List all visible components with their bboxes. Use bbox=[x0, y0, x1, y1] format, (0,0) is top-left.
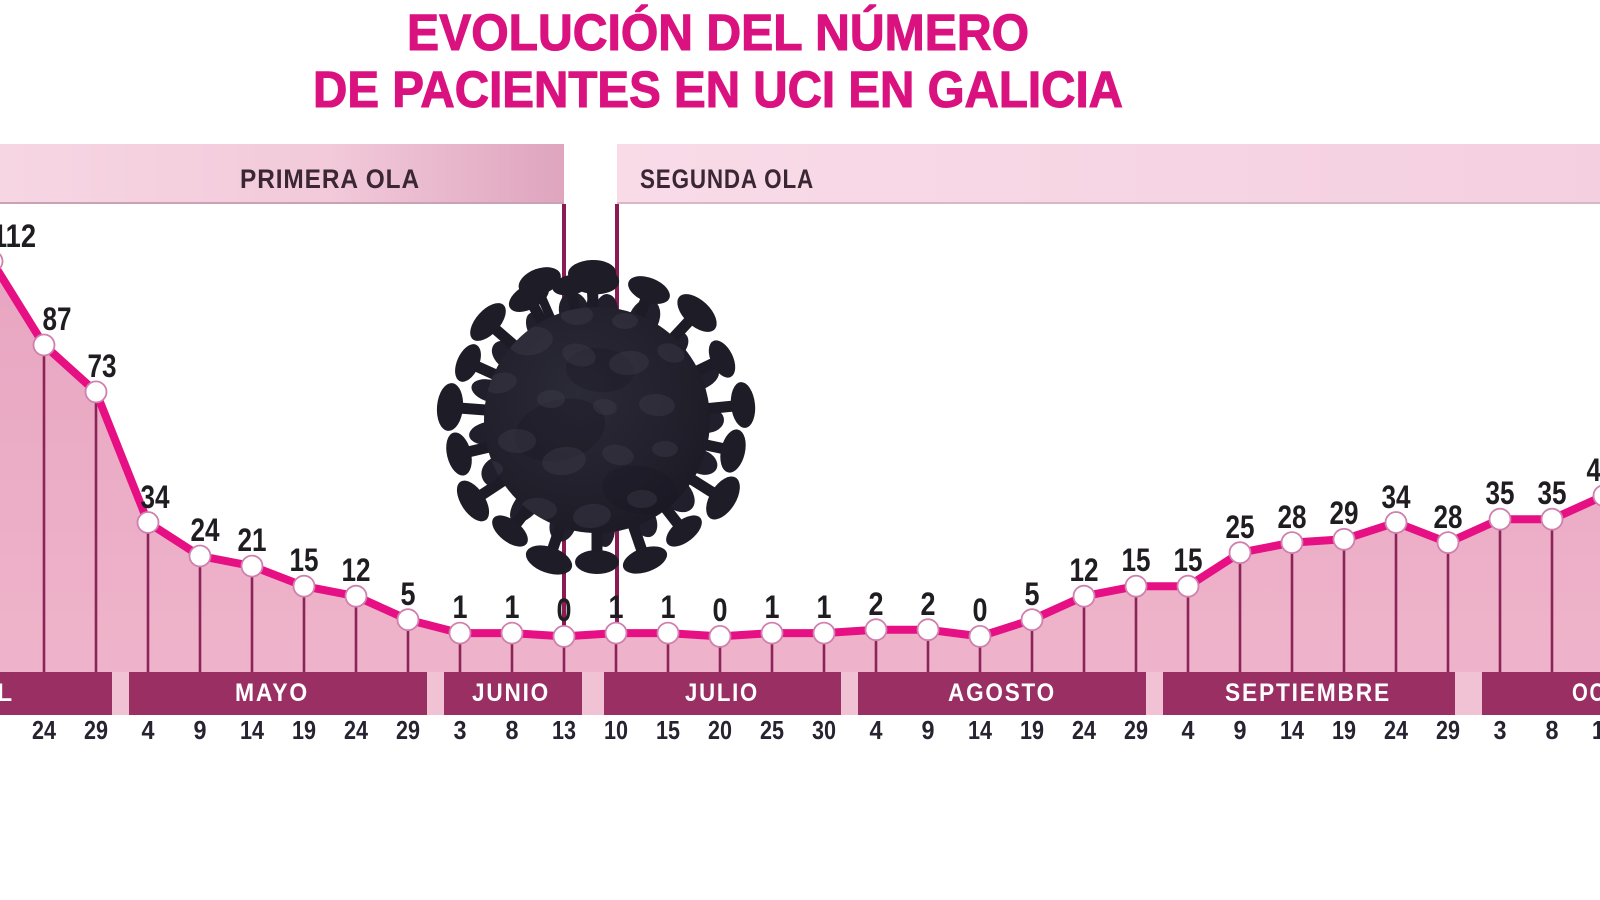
svg-text:AGOSTO: AGOSTO bbox=[948, 679, 1056, 707]
svg-text:9: 9 bbox=[194, 715, 207, 745]
svg-text:2: 2 bbox=[921, 586, 936, 622]
svg-text:4: 4 bbox=[142, 715, 155, 745]
svg-text:1: 1 bbox=[609, 589, 624, 625]
svg-text:20: 20 bbox=[708, 715, 732, 745]
svg-text:8: 8 bbox=[1546, 715, 1559, 745]
svg-text:12: 12 bbox=[1070, 552, 1099, 588]
svg-text:3: 3 bbox=[1494, 715, 1507, 745]
svg-text:5: 5 bbox=[401, 576, 416, 612]
svg-text:15: 15 bbox=[656, 715, 680, 745]
svg-text:14: 14 bbox=[240, 715, 264, 745]
svg-text:24: 24 bbox=[344, 715, 368, 745]
svg-text:30: 30 bbox=[812, 715, 836, 745]
svg-text:19: 19 bbox=[1020, 715, 1044, 745]
svg-text:19: 19 bbox=[292, 715, 316, 745]
svg-text:24: 24 bbox=[191, 512, 220, 548]
svg-text:19: 19 bbox=[1332, 715, 1356, 745]
svg-text:1: 1 bbox=[817, 589, 832, 625]
svg-text:35: 35 bbox=[1538, 475, 1567, 511]
svg-text:34: 34 bbox=[1382, 479, 1411, 515]
svg-text:DE PACIENTES EN UCI EN GALICIA: DE PACIENTES EN UCI EN GALICIA bbox=[313, 61, 1123, 118]
svg-text:34: 34 bbox=[141, 479, 170, 515]
svg-text:25: 25 bbox=[760, 715, 784, 745]
svg-text:1: 1 bbox=[505, 589, 520, 625]
svg-text:24: 24 bbox=[1072, 715, 1096, 745]
svg-text:24: 24 bbox=[32, 715, 56, 745]
svg-text:28: 28 bbox=[1278, 499, 1307, 535]
svg-text:13: 13 bbox=[1592, 715, 1600, 745]
svg-text:2: 2 bbox=[869, 586, 884, 622]
svg-text:28: 28 bbox=[1434, 499, 1463, 535]
svg-text:73: 73 bbox=[88, 348, 117, 384]
svg-text:29: 29 bbox=[1436, 715, 1460, 745]
svg-text:10: 10 bbox=[604, 715, 628, 745]
svg-text:1: 1 bbox=[661, 589, 676, 625]
svg-text:OCTUBRE: OCTUBRE bbox=[1572, 679, 1600, 707]
svg-text:14: 14 bbox=[968, 715, 992, 745]
svg-text:SEPTIEMBRE: SEPTIEMBRE bbox=[1225, 679, 1391, 707]
svg-text:ABRIL: ABRIL bbox=[0, 679, 14, 707]
svg-text:9: 9 bbox=[1234, 715, 1247, 745]
svg-text:15: 15 bbox=[290, 542, 319, 578]
svg-text:112: 112 bbox=[0, 218, 36, 254]
svg-text:87: 87 bbox=[43, 301, 72, 337]
svg-text:21: 21 bbox=[238, 522, 267, 558]
svg-text:42: 42 bbox=[1587, 452, 1600, 488]
svg-text:12: 12 bbox=[342, 552, 371, 588]
svg-text:8: 8 bbox=[506, 715, 519, 745]
svg-text:15: 15 bbox=[1122, 542, 1151, 578]
svg-text:PRIMERA OLA: PRIMERA OLA bbox=[240, 164, 420, 194]
svg-text:SEGUNDA OLA: SEGUNDA OLA bbox=[640, 164, 814, 194]
svg-text:0: 0 bbox=[973, 592, 988, 628]
svg-text:JULIO: JULIO bbox=[685, 679, 759, 707]
svg-text:29: 29 bbox=[1330, 495, 1359, 531]
svg-text:29: 29 bbox=[84, 715, 108, 745]
svg-text:3: 3 bbox=[454, 715, 467, 745]
svg-text:9: 9 bbox=[922, 715, 935, 745]
svg-text:24: 24 bbox=[1384, 715, 1408, 745]
svg-text:EVOLUCIÓN DEL NÚMERO: EVOLUCIÓN DEL NÚMERO bbox=[407, 4, 1029, 61]
svg-text:JUNIO: JUNIO bbox=[472, 679, 550, 707]
svg-text:0: 0 bbox=[713, 592, 728, 628]
svg-text:25: 25 bbox=[1226, 509, 1255, 545]
svg-text:14: 14 bbox=[1280, 715, 1304, 745]
svg-text:MAYO: MAYO bbox=[235, 679, 309, 707]
svg-text:35: 35 bbox=[1486, 475, 1515, 511]
svg-text:15: 15 bbox=[1174, 542, 1203, 578]
svg-text:5: 5 bbox=[1025, 576, 1040, 612]
svg-text:0: 0 bbox=[557, 592, 572, 628]
svg-text:1: 1 bbox=[765, 589, 780, 625]
svg-text:29: 29 bbox=[396, 715, 420, 745]
svg-text:4: 4 bbox=[870, 715, 883, 745]
svg-text:4: 4 bbox=[1182, 715, 1195, 745]
svg-text:29: 29 bbox=[1124, 715, 1148, 745]
svg-text:1: 1 bbox=[453, 589, 468, 625]
svg-text:13: 13 bbox=[552, 715, 576, 745]
